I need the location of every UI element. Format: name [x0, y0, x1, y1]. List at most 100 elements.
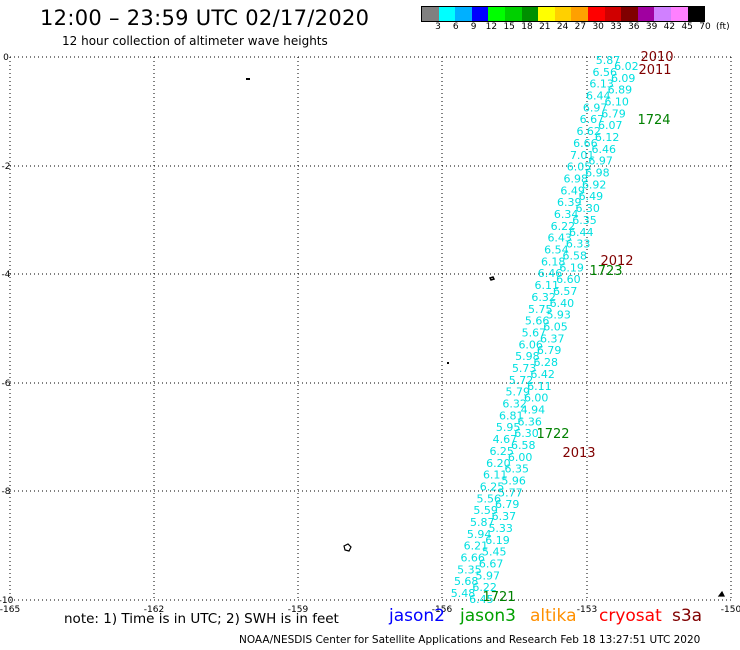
x-tick-label: -156	[432, 605, 453, 615]
wave-height-value: 6.79	[495, 498, 520, 511]
wave-height-value: 5.73	[512, 362, 537, 375]
island-outlines	[246, 78, 725, 597]
footer-note: note: 1) Time is in UTC; 2) SWH is in fe…	[64, 611, 339, 627]
satellite-legend-item: cryosat	[599, 606, 662, 626]
wave-height-value: 6.37	[492, 510, 517, 523]
wave-height-value: 5.45	[482, 546, 507, 559]
colorbar-label: 15	[503, 22, 515, 32]
wave-height-value: 6.07	[598, 119, 623, 132]
colorbar-swatch	[504, 7, 522, 21]
wave-height-value: 5.75	[528, 303, 553, 316]
wave-height-value: 5.77	[498, 486, 523, 499]
wave-height-value: 6.13	[589, 78, 614, 91]
wave-height-value: 6.40	[550, 297, 575, 310]
wave-height-value: 6.46	[592, 143, 617, 156]
colorbar-swatch	[521, 7, 539, 21]
wave-height-value: 6.39	[557, 196, 582, 209]
wave-height-value: 5.59	[473, 504, 498, 517]
wave-height-value: 6.79	[601, 107, 626, 120]
wave-height-value: 5.33	[488, 522, 513, 535]
wave-height-value: 6.66	[460, 552, 485, 565]
x-tick-label: -153	[577, 605, 597, 615]
wave-height-value: 6.67	[580, 113, 605, 126]
wave-height-value: 6.49	[579, 190, 604, 203]
wave-height-value: 5.93	[546, 309, 571, 322]
satellite-legend-item: altika	[530, 606, 577, 626]
wave-height-value: 7.01	[570, 149, 595, 162]
wave-height-value: 5.97	[476, 569, 501, 582]
wave-height-value: 4.67	[493, 433, 518, 446]
wave-height-value: 5.98	[515, 350, 540, 363]
colorbar-swatch	[654, 7, 671, 21]
credit-line: NOAA/NESDIS Center for Satellite Applica…	[239, 634, 701, 646]
wave-height-value: 6.44	[569, 226, 594, 239]
map-subtitle: 12 hour collection of altimeter wave hei…	[62, 34, 328, 48]
pass-time-label: 2010	[640, 50, 673, 65]
wave-height-value: 5.66	[525, 315, 550, 328]
colorbar-label: 70	[699, 22, 711, 32]
colorbar-label: 39	[645, 22, 658, 32]
wave-height-value: 6.05	[567, 161, 592, 174]
wave-height-value: 6.37	[540, 332, 565, 345]
colorbar-swatch	[571, 7, 588, 21]
y-tick-label: -8	[2, 487, 11, 497]
wave-height-value: 6.98	[564, 173, 589, 186]
wave-height-value: 6.22	[472, 581, 497, 594]
wave-height-value: 6.56	[593, 66, 618, 79]
y-tick-label: -6	[2, 379, 11, 389]
colorbar-label: 6	[452, 22, 459, 32]
wave-height-value: 4.94	[521, 404, 546, 417]
wave-height-value: 6.58	[511, 439, 536, 452]
pass-time-label: 2013	[562, 446, 595, 461]
wave-height-value: 5.87	[596, 54, 621, 67]
pass-time-label: 2011	[638, 63, 671, 78]
wave-height-value: 6.97	[583, 101, 608, 114]
wave-height-value: 6.57	[553, 285, 578, 298]
colorbar-swatch	[621, 7, 638, 21]
satellite-legend-item: jason3	[460, 606, 516, 626]
island-outline	[343, 543, 352, 552]
colorbar-swatch	[455, 7, 472, 21]
wave-height-value: 6.60	[556, 273, 581, 286]
colorbar-label: 24	[556, 22, 569, 32]
wave-height-value: 6.06	[518, 338, 543, 351]
map-title: 12:00 – 23:59 UTC 02/17/2020	[40, 6, 370, 30]
y-tick-label: -10	[0, 596, 14, 606]
colorbar-swatch	[587, 7, 605, 21]
colorbar-label: (ft)	[716, 22, 730, 32]
wave-height-value: 6.20	[486, 457, 511, 470]
wave-height-value: 6.98	[585, 167, 610, 180]
colorbar-label: 12	[485, 22, 498, 32]
wave-height-value: 6.00	[524, 392, 549, 405]
pass-time-label: 1721	[482, 590, 515, 605]
wave-height-value: 5.87	[470, 516, 495, 529]
wave-height-value: 6.30	[575, 202, 600, 215]
wave-height-value: 6.10	[604, 96, 629, 109]
map-grid	[9, 56, 732, 601]
wave-height-value: 6.49	[560, 184, 585, 197]
wave-height-value: 6.19	[559, 261, 584, 274]
colorbar-swatch	[538, 7, 555, 21]
y-tick-label: -2	[2, 162, 11, 172]
colorbar-label: 42	[663, 22, 676, 32]
colorbar-label: 27	[574, 22, 587, 32]
wave-height-value: 6.45	[469, 593, 494, 606]
y-tick-label: 0	[3, 53, 9, 63]
wave-height-value: 6.09	[611, 72, 636, 85]
wave-height-value: 6.05	[543, 321, 568, 334]
wave-height-value: 6.35	[572, 214, 597, 227]
pass-time-label: 1722	[536, 427, 569, 442]
wave-height-value: 6.81	[499, 409, 524, 422]
wave-height-value: 6.32	[502, 398, 527, 411]
wave-height-value: 6.11	[483, 469, 508, 482]
wave-height-value: 5.48	[451, 587, 476, 600]
wave-height-value: 6.66	[573, 137, 598, 150]
wave-height-value: 6.18	[541, 255, 566, 268]
colorbar-label: 45	[681, 22, 693, 32]
wave-height-value: 6.89	[608, 84, 633, 97]
wave-height-value: 6.79	[537, 344, 562, 357]
wave-height-value: 5.56	[477, 492, 502, 505]
wave-height-value: 6.11	[527, 380, 552, 393]
x-tick-label: -150	[721, 605, 740, 615]
